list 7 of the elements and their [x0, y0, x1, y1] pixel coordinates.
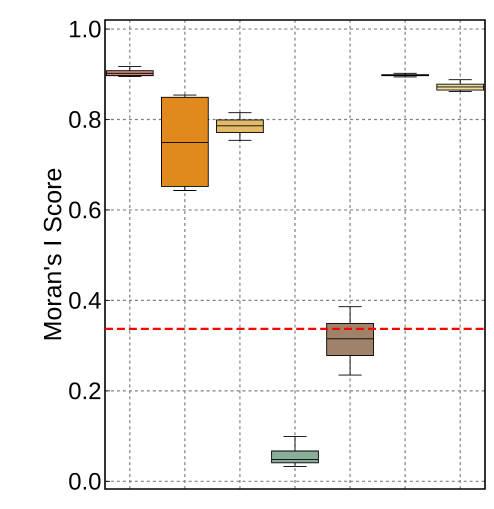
y-tick-label: 1.0 — [70, 20, 101, 38]
y-axis-title: Moran's I Score — [44, 168, 62, 340]
y-tick-label: 0.0 — [69, 472, 101, 490]
y-tick-label: 0.4 — [69, 292, 101, 309]
y-tick-label: 0.2 — [69, 382, 100, 400]
y-tick-label: 0.8 — [69, 111, 100, 128]
y-tick-label: 0.6 — [69, 201, 100, 218]
